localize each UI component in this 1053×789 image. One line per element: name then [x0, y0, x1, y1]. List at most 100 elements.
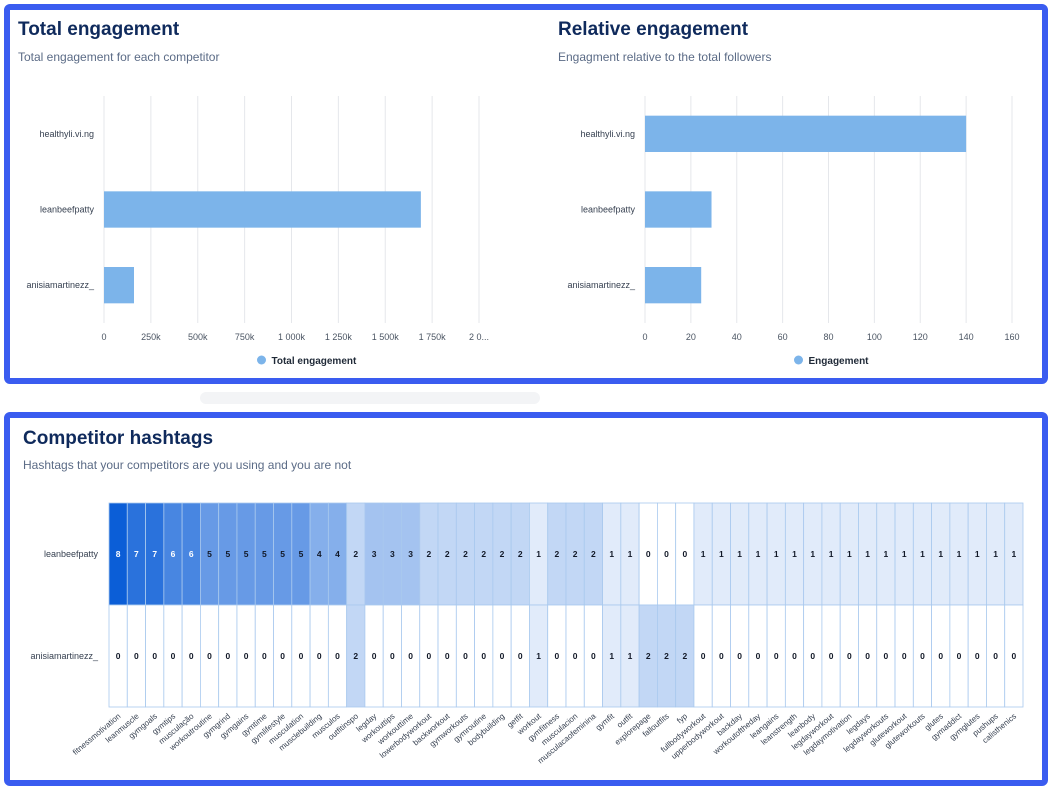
- relative-x-tick-label: 20: [686, 332, 696, 342]
- heatmap-cell-value: 1: [920, 549, 925, 559]
- heatmap-cell-value: 0: [938, 651, 943, 661]
- heatmap-cell-value: 0: [463, 651, 468, 661]
- relative-x-tick-label: 80: [823, 332, 833, 342]
- heatmap-cell-value: 0: [207, 651, 212, 661]
- heatmap-cell-value: 0: [920, 651, 925, 661]
- heatmap-cell-value: 0: [280, 651, 285, 661]
- heatmap-cell-value: 0: [774, 651, 779, 661]
- heatmap-cell-value: 1: [957, 549, 962, 559]
- heatmap-cell-value: 0: [975, 651, 980, 661]
- heatmap-cell-value: 0: [719, 651, 724, 661]
- heatmap-cell-value: 0: [262, 651, 267, 661]
- heatmap-cell-value: 4: [317, 549, 322, 559]
- heatmap-cell-value: 0: [481, 651, 486, 661]
- heatmap-cell-value: 1: [975, 549, 980, 559]
- heatmap-cell-value: 0: [810, 651, 815, 661]
- heatmap-cell-value: 0: [847, 651, 852, 661]
- heatmap-cell-value: 0: [554, 651, 559, 661]
- heatmap-cell-value: 6: [189, 549, 194, 559]
- heatmap-cell-value: 0: [737, 651, 742, 661]
- heatmap-cell-value: 5: [280, 549, 285, 559]
- heatmap-cell-value: 1: [628, 651, 633, 661]
- total-x-tick-label: 1 750k: [419, 332, 447, 342]
- heatmap-cell-value: 1: [792, 549, 797, 559]
- relative-legend-label: Engagement: [809, 356, 870, 367]
- heatmap-cell-value: 2: [500, 549, 505, 559]
- relative-category-label: anisiamartinezz_: [567, 280, 636, 290]
- heatmap-cell-value: 1: [810, 549, 815, 559]
- heatmap-cell-value: 5: [299, 549, 304, 559]
- heatmap-cell-value: 0: [427, 651, 432, 661]
- heatmap-cell-value: 0: [408, 651, 413, 661]
- total-x-tick-label: 1 250k: [325, 332, 353, 342]
- heatmap-cell-value: 0: [225, 651, 230, 661]
- hashtag-title: Competitor hashtags: [23, 428, 214, 449]
- heatmap-cell-value: 0: [682, 549, 687, 559]
- total-bar: [104, 267, 134, 304]
- heatmap-cell-value: 2: [518, 549, 523, 559]
- heatmap-cell-value: 3: [408, 549, 413, 559]
- heatmap-cell-value: 2: [682, 651, 687, 661]
- divider-shadow: [200, 392, 540, 404]
- hashtag-subtitle: Hashtags that your competitors are you u…: [23, 458, 352, 472]
- heatmap-cell-value: 0: [957, 651, 962, 661]
- relative-x-tick-label: 160: [1004, 332, 1019, 342]
- total-x-tick-label: 1 500k: [372, 332, 400, 342]
- heatmap-cell-value: 1: [865, 549, 870, 559]
- heatmap-cell-value: 2: [646, 651, 651, 661]
- heatmap-cell-value: 1: [1011, 549, 1016, 559]
- heatmap-cell-value: 1: [609, 549, 614, 559]
- total-category-label: leanbeefpatty: [40, 205, 95, 215]
- relative-x-tick-label: 140: [959, 332, 974, 342]
- heatmap-cell-value: 1: [628, 549, 633, 559]
- total-legend-marker: [257, 355, 266, 365]
- heatmap-cell-value: 2: [664, 651, 669, 661]
- heatmap-cell-value: 2: [573, 549, 578, 559]
- heatmap-cell-value: 1: [884, 549, 889, 559]
- heatmap-cell-value: 6: [171, 549, 176, 559]
- hashtag-heatmap: leanbeefpatty 8 7 7 6 6 5 5 5 5 5 5 4 4 2 3 3 3 2 2 2 2 2 2 1 2 2 2…: [30, 502, 1024, 765]
- heatmap-cell-value: 0: [701, 651, 706, 661]
- heatmap-cell-value: 2: [427, 549, 432, 559]
- heatmap-cell-value: 0: [335, 651, 340, 661]
- heatmap-cell-value: 0: [829, 651, 834, 661]
- total-engagement-subtitle: Total engagement for each competitor: [18, 50, 220, 64]
- heatmap-cell-value: 0: [792, 651, 797, 661]
- heatmap-cell-value: 0: [518, 651, 523, 661]
- total-x-tick-label: 0: [101, 332, 106, 342]
- heatmap-cell-value: 0: [116, 651, 121, 661]
- heatmap-cell-value: 1: [701, 549, 706, 559]
- heatmap-cell-value: 1: [609, 651, 614, 661]
- heatmap-cell-value: 0: [993, 651, 998, 661]
- total-category-label: anisiamartinezz_: [26, 280, 95, 290]
- total-engagement-title: Total engagement: [18, 19, 180, 40]
- relative-engagement-chart: 0 20 40 60 80 100 120 140 160 healthyli.vi.ng lean…: [567, 96, 1020, 367]
- heatmap-cell-value: 2: [591, 549, 596, 559]
- total-bar: [104, 191, 421, 228]
- heatmap-cell-value: 0: [664, 549, 669, 559]
- relative-engagement-subtitle: Engagment relative to the total follower…: [558, 50, 772, 64]
- heatmap-cell-value: 1: [993, 549, 998, 559]
- heatmap-cell-value: 1: [938, 549, 943, 559]
- heatmap-cell-value: 2: [481, 549, 486, 559]
- heatmap-cell-value: 0: [134, 651, 139, 661]
- heatmap-cell-value: 1: [756, 549, 761, 559]
- heatmap-cell-value: 1: [737, 549, 742, 559]
- heatmap-cell-value: 2: [463, 549, 468, 559]
- heatmap-cell-value: 2: [554, 549, 559, 559]
- total-engagement-chart: 0 250k 500k 750k 1 000k 1 250k 1 500k 1 750k 2 0…: [26, 96, 489, 367]
- total-category-label: healthyli.vi.ng: [39, 129, 94, 139]
- heatmap-cell-value: 0: [390, 651, 395, 661]
- relative-x-tick-label: 100: [867, 332, 882, 342]
- heatmap-cell-value: 1: [847, 549, 852, 559]
- relative-bar: [645, 191, 712, 228]
- heatmap-cell-value: 2: [353, 549, 358, 559]
- total-legend-label: Total engagement: [272, 356, 357, 367]
- relative-x-tick-label: 40: [732, 332, 742, 342]
- heatmap-cell-value: 8: [116, 549, 121, 559]
- heatmap-cell-value: 1: [719, 549, 724, 559]
- heatmap-cell-value: 0: [372, 651, 377, 661]
- heatmap-cell-value: 5: [262, 549, 267, 559]
- relative-x-tick-label: 120: [913, 332, 928, 342]
- heatmap-cell-value: 1: [536, 651, 541, 661]
